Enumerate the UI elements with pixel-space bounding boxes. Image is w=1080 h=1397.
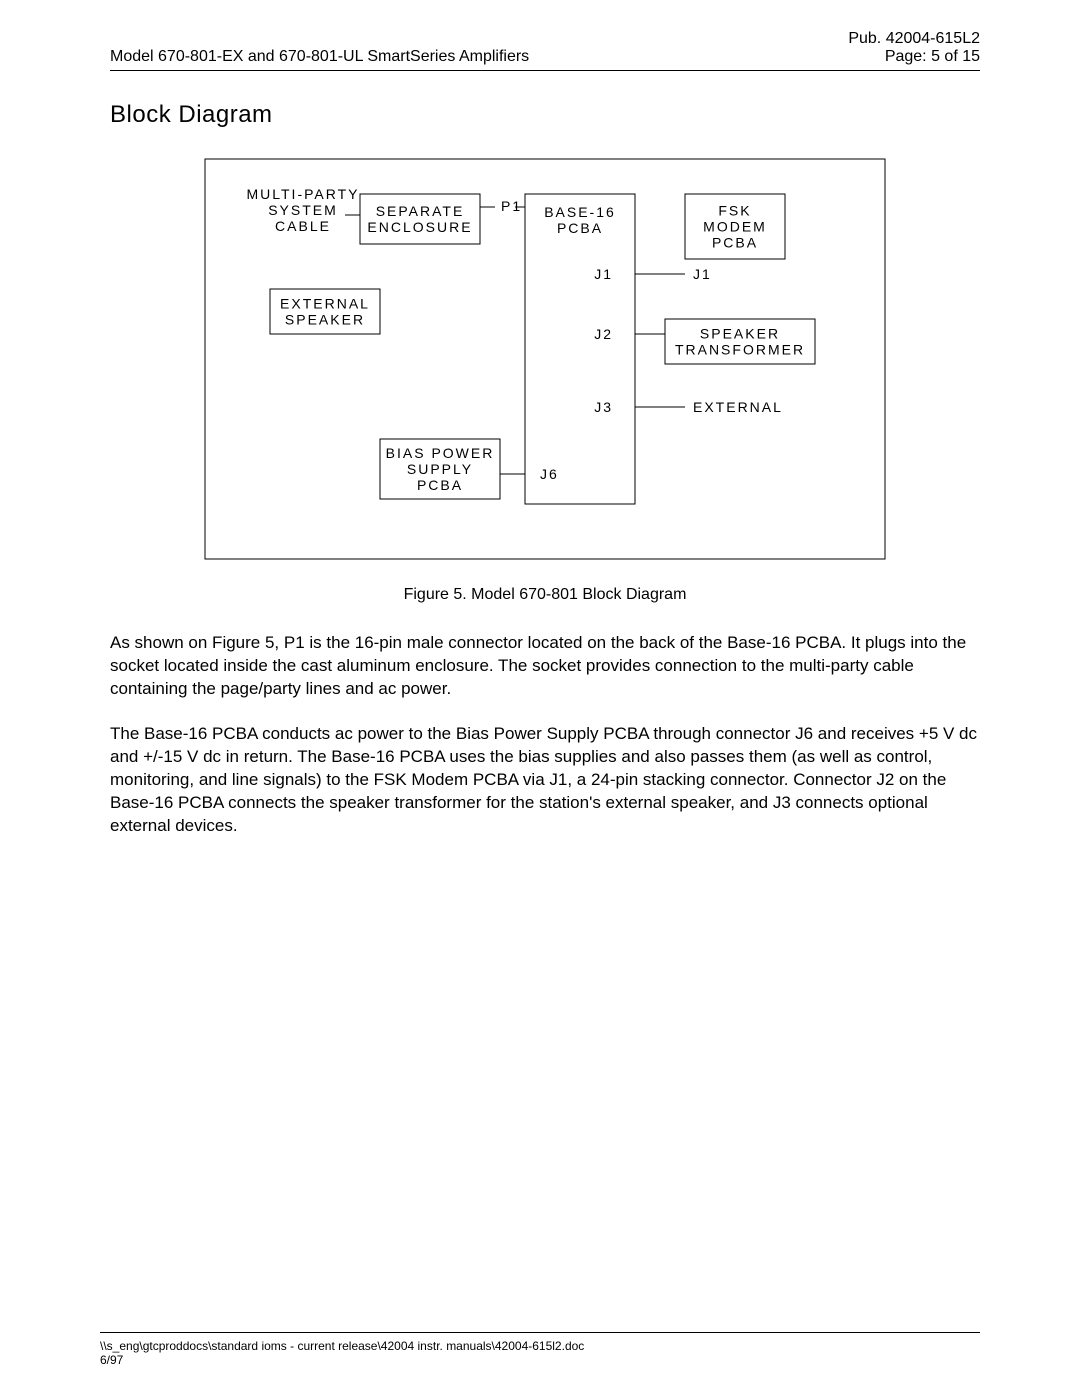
svg-text:SPEAKER: SPEAKER xyxy=(700,326,780,342)
header-page: Page: 5 of 15 xyxy=(848,48,980,66)
svg-text:BIAS POWER: BIAS POWER xyxy=(386,445,495,461)
page-footer: \\s_eng\gtcproddocs\standard ioms - curr… xyxy=(100,1332,980,1367)
svg-text:EXTERNAL: EXTERNAL xyxy=(693,399,783,415)
svg-text:SUPPLY: SUPPLY xyxy=(407,461,473,477)
footer-path: \\s_eng\gtcproddocs\standard ioms - curr… xyxy=(100,1339,980,1353)
body-text: As shown on Figure 5, P1 is the 16-pin m… xyxy=(110,632,980,838)
svg-text:J1: J1 xyxy=(693,266,712,282)
svg-text:J2: J2 xyxy=(594,326,613,342)
diagram-container: SEPARATEENCLOSUREBASE-16PCBAFSKMODEMPCBA… xyxy=(110,149,980,604)
svg-text:FSK: FSK xyxy=(718,203,751,219)
svg-text:J6: J6 xyxy=(540,466,559,482)
header-left: Model 670-801-EX and 670-801-UL SmartSer… xyxy=(110,48,529,66)
svg-text:SPEAKER: SPEAKER xyxy=(285,312,365,328)
document-page: Model 670-801-EX and 670-801-UL SmartSer… xyxy=(0,0,1080,1397)
header-right: Pub. 42004-615L2 Page: 5 of 15 xyxy=(848,30,980,66)
svg-text:CABLE: CABLE xyxy=(275,218,331,234)
svg-text:MODEM: MODEM xyxy=(703,219,767,235)
block-diagram: SEPARATEENCLOSUREBASE-16PCBAFSKMODEMPCBA… xyxy=(195,149,895,569)
svg-text:PCBA: PCBA xyxy=(712,235,758,251)
svg-text:J1: J1 xyxy=(594,266,613,282)
svg-text:PCBA: PCBA xyxy=(417,477,463,493)
section-title: Block Diagram xyxy=(110,101,980,129)
paragraph-1: As shown on Figure 5, P1 is the 16-pin m… xyxy=(110,632,980,701)
svg-text:P1: P1 xyxy=(501,198,522,214)
svg-text:MULTI-PARTY: MULTI-PARTY xyxy=(246,186,359,202)
svg-text:SEPARATE: SEPARATE xyxy=(376,203,465,219)
header-pub: Pub. 42004-615L2 xyxy=(848,30,980,48)
figure-caption: Figure 5. Model 670-801 Block Diagram xyxy=(110,586,980,604)
svg-text:SYSTEM: SYSTEM xyxy=(268,202,338,218)
svg-text:PCBA: PCBA xyxy=(557,220,603,236)
paragraph-2: The Base-16 PCBA conducts ac power to th… xyxy=(110,723,980,838)
svg-text:BASE-16: BASE-16 xyxy=(544,204,616,220)
footer-date: 6/97 xyxy=(100,1353,980,1367)
page-header: Model 670-801-EX and 670-801-UL SmartSer… xyxy=(110,30,980,71)
svg-text:ENCLOSURE: ENCLOSURE xyxy=(367,219,472,235)
svg-text:J3: J3 xyxy=(594,399,613,415)
svg-text:TRANSFORMER: TRANSFORMER xyxy=(675,342,805,358)
svg-text:EXTERNAL: EXTERNAL xyxy=(280,296,370,312)
